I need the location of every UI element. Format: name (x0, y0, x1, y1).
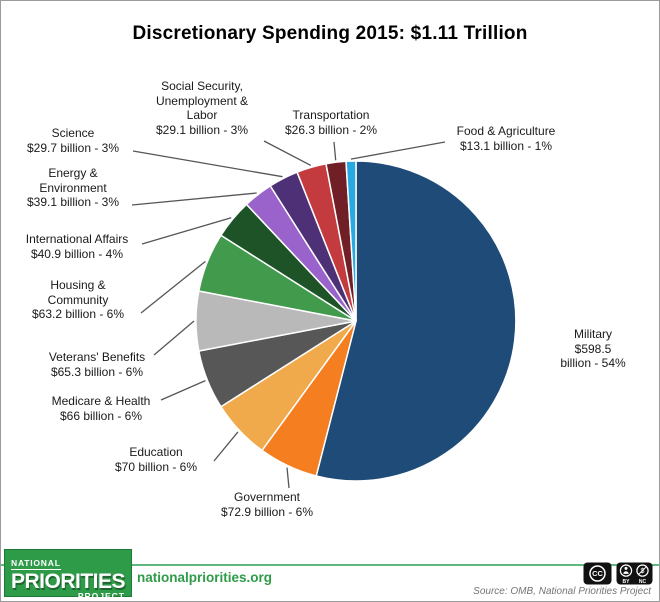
slice-label-transportation: Transportation $26.3 billion - 2% (284, 108, 378, 137)
logo-national-text: NATIONAL (11, 558, 61, 570)
site-url[interactable]: nationalpriorities.org (137, 570, 273, 585)
slice-label-food-agriculture: Food & Agriculture $13.1 billion - 1% (456, 124, 556, 153)
svg-text:NC: NC (639, 579, 647, 585)
chart-title: Discretionary Spending 2015: $1.11 Trill… (132, 23, 528, 44)
cc-license-badge[interactable]: CC BY $ NC (583, 562, 653, 586)
slice-label-energy-environment: Energy & Environment $39.1 billion - 3% (26, 166, 120, 209)
slice-label-social-security-unemployment-labor: Social Security, Unemployment & Labor $2… (155, 79, 249, 137)
logo-project-text: PROJECT (77, 591, 125, 601)
by-nc-icons: BY $ NC (616, 562, 653, 585)
nc-icon: $ NC (636, 564, 649, 585)
npp-logo: NATIONAL PRIORITIES PROJECT (4, 549, 132, 601)
slice-label-government: Government $72.9 billion - 6% (220, 490, 314, 519)
cc-icon: CC (583, 562, 612, 585)
slice-label-international-affairs: International Affairs $40.9 billion - 4% (25, 232, 129, 261)
svg-text:BY: BY (623, 579, 631, 585)
slice-label-science: Science $29.7 billion - 3% (26, 126, 120, 155)
logo-priorities-text: PRIORITIES (11, 570, 126, 593)
slice-label-housing-community: Housing & Community $63.2 billion - 6% (31, 278, 125, 321)
slice-label-military: Military $598.5 billion - 54% (560, 327, 626, 370)
slice-label-medicare-health: Medicare & Health $66 billion - 6% (51, 394, 151, 423)
slice-label-education: Education $70 billion - 6% (114, 445, 198, 474)
by-icon: BY (619, 564, 633, 585)
slice-label-veterans-benefits: Veterans' Benefits $65.3 billion - 6% (48, 350, 146, 379)
svg-text:CC: CC (592, 569, 603, 578)
source-credit: Source: OMB, National Priorities Project (473, 586, 651, 597)
footer-divider-line (1, 564, 659, 566)
svg-text:$: $ (641, 568, 645, 575)
